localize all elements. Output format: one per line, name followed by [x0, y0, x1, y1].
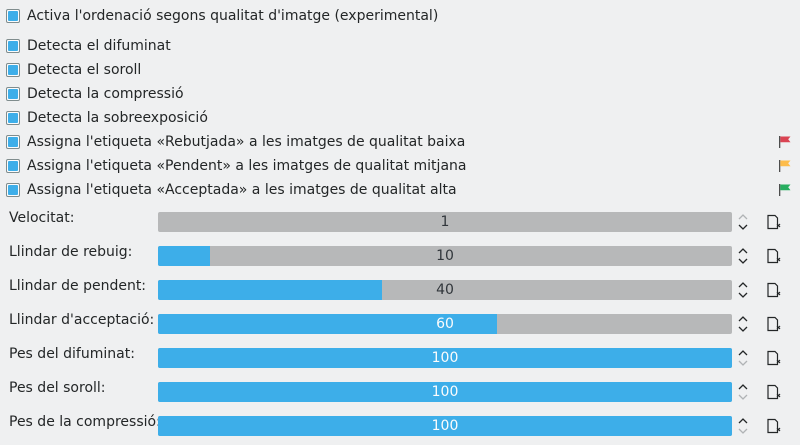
slider-label: Llindar de pendent:	[9, 278, 147, 294]
spin-arrows-icon[interactable]	[736, 312, 750, 336]
slider-fill	[158, 314, 497, 334]
checkbox-label: Detecta el soroll	[27, 62, 142, 78]
checkbox-box[interactable]	[6, 159, 20, 173]
checkbox-detect-blur[interactable]: Detecta el difuminat	[6, 36, 171, 56]
spin-arrows-icon[interactable]	[736, 346, 750, 370]
slider-label: Pes del difuminat:	[9, 346, 135, 362]
slider-label: Velocitat:	[9, 210, 75, 226]
slider-value: 10	[436, 248, 454, 264]
slider-value: 60	[436, 316, 454, 332]
spin-arrows-icon[interactable]	[736, 244, 750, 268]
checkbox-detect-noise[interactable]: Detecta el soroll	[6, 60, 141, 80]
checkbox-label: Detecta la sobreexposició	[27, 110, 208, 126]
slider-fill	[158, 348, 732, 368]
slider-accept-threshold[interactable]: 60	[158, 314, 732, 334]
slider-fill	[158, 416, 732, 436]
checkbox-box[interactable]	[6, 87, 20, 101]
slider-fill	[158, 246, 210, 266]
checkbox-box[interactable]	[6, 111, 20, 125]
slider-label: Pes de la compressió:	[9, 414, 161, 430]
reset-default-icon[interactable]	[765, 214, 781, 230]
checkbox-detect-overexposure[interactable]: Detecta la sobreexposició	[6, 108, 208, 128]
checkbox-enable-quality-sort[interactable]: Activa l'ordenació segons qualitat d'ima…	[6, 6, 438, 26]
slider-label: Llindar de rebuig:	[9, 244, 133, 260]
green-flag-icon	[779, 184, 791, 196]
slider-value: 100	[431, 350, 459, 366]
checkbox-assign-pending[interactable]: Assigna l'etiqueta «Pendent» a les imatg…	[6, 156, 466, 176]
checkbox-label: Detecta la compressió	[27, 86, 184, 102]
checkbox-detect-compression[interactable]: Detecta la compressió	[6, 84, 184, 104]
checkbox-assign-accepted[interactable]: Assigna l'etiqueta «Acceptada» a les ima…	[6, 180, 457, 200]
spin-arrows-icon[interactable]	[736, 414, 750, 438]
checkbox-box[interactable]	[6, 63, 20, 77]
checkbox-box[interactable]	[6, 135, 20, 149]
reset-default-icon[interactable]	[765, 282, 781, 298]
slider-label: Llindar d'acceptació:	[9, 312, 155, 328]
checkbox-label: Detecta el difuminat	[27, 38, 171, 54]
checkbox-label: Assigna l'etiqueta «Rebutjada» a les ima…	[27, 134, 466, 150]
spin-arrows-icon[interactable]	[736, 210, 750, 234]
slider-speed[interactable]: 1	[158, 212, 732, 232]
reset-default-icon[interactable]	[765, 248, 781, 264]
checkbox-label: Assigna l'etiqueta «Pendent» a les imatg…	[27, 158, 467, 174]
red-flag-icon	[779, 136, 791, 148]
slider-pending-threshold[interactable]: 40	[158, 280, 732, 300]
spin-arrows-icon[interactable]	[736, 278, 750, 302]
reset-default-icon[interactable]	[765, 316, 781, 332]
checkbox-label: Assigna l'etiqueta «Acceptada» a les ima…	[27, 182, 457, 198]
slider-noise-weight[interactable]: 100	[158, 382, 732, 402]
reset-default-icon[interactable]	[765, 418, 781, 434]
slider-value: 100	[431, 418, 459, 434]
reset-default-icon[interactable]	[765, 350, 781, 366]
checkbox-label: Activa l'ordenació segons qualitat d'ima…	[27, 8, 439, 24]
slider-value: 40	[436, 282, 454, 298]
yellow-flag-icon	[779, 160, 791, 172]
slider-value: 100	[431, 384, 459, 400]
checkbox-box[interactable]	[6, 9, 20, 23]
slider-fill	[158, 382, 732, 402]
reset-default-icon[interactable]	[765, 384, 781, 400]
checkbox-box[interactable]	[6, 183, 20, 197]
slider-compression-weight[interactable]: 100	[158, 416, 732, 436]
spin-arrows-icon[interactable]	[736, 380, 750, 404]
slider-blur-weight[interactable]: 100	[158, 348, 732, 368]
slider-value: 1	[440, 214, 450, 230]
slider-fill	[158, 280, 382, 300]
slider-label: Pes del soroll:	[9, 380, 106, 396]
slider-reject-threshold[interactable]: 10	[158, 246, 732, 266]
checkbox-box[interactable]	[6, 39, 20, 53]
checkbox-assign-rejected[interactable]: Assigna l'etiqueta «Rebutjada» a les ima…	[6, 132, 465, 152]
